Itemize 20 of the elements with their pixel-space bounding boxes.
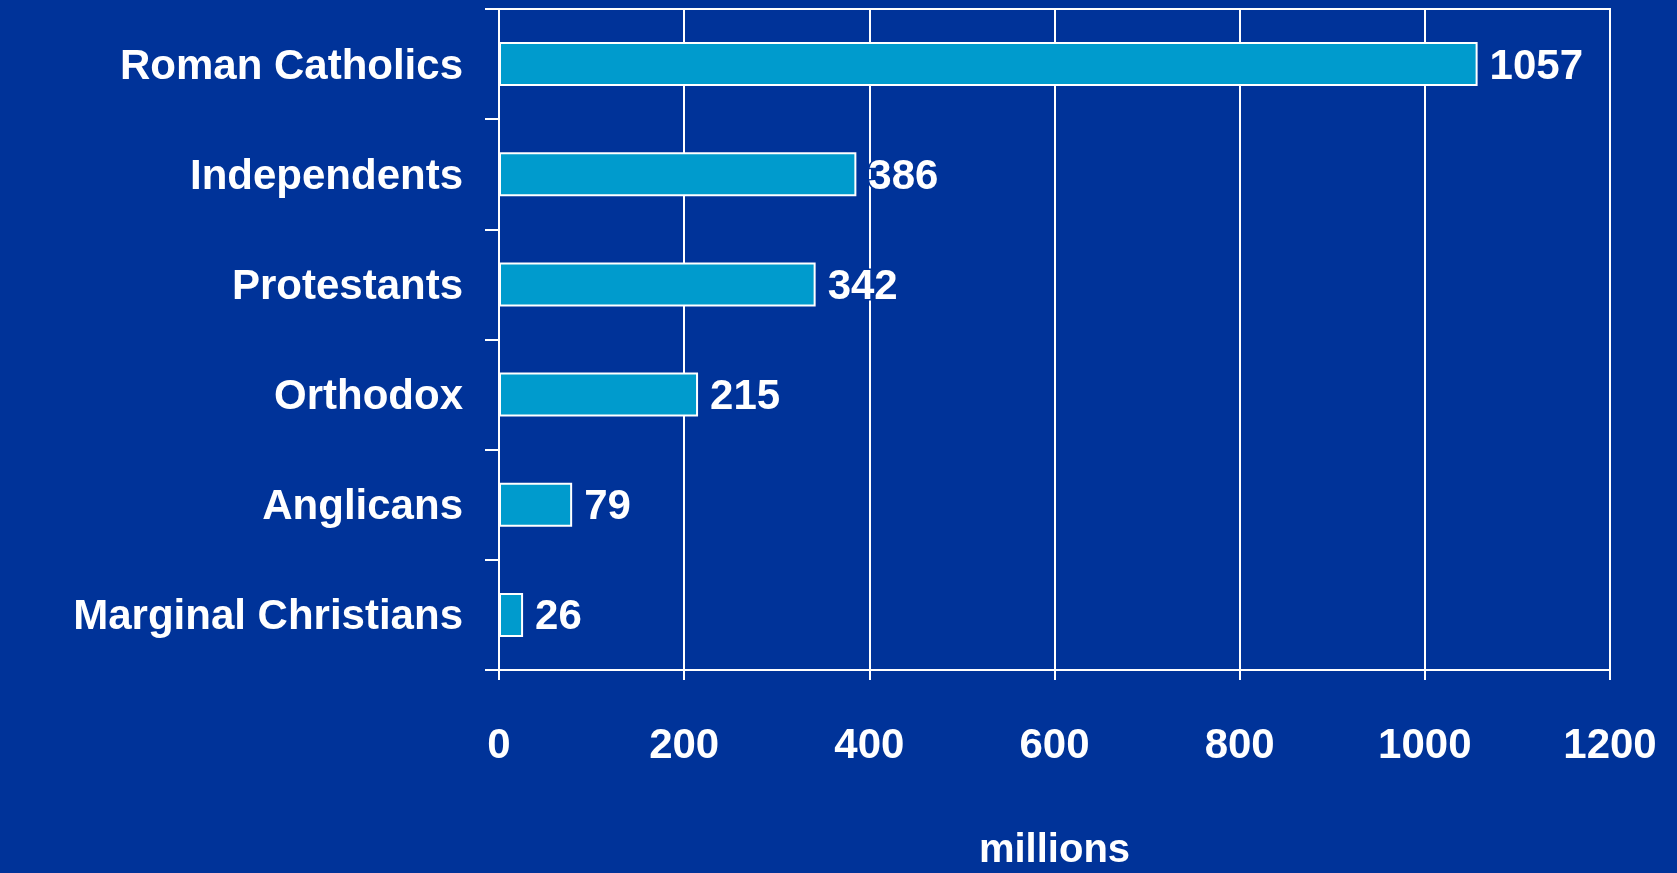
bar bbox=[499, 592, 524, 637]
y-tick-label: Orthodox bbox=[274, 371, 464, 419]
x-tick-label: 600 bbox=[1019, 719, 1090, 767]
data-label: 1057 bbox=[1489, 40, 1584, 88]
y-tick-label: Marginal Christians bbox=[73, 591, 463, 639]
x-tick-label: 400 bbox=[834, 719, 905, 767]
y-tick-label: Roman Catholics bbox=[119, 40, 463, 88]
y-tick-label: Independents bbox=[189, 150, 463, 198]
x-tick-label: 1000 bbox=[1378, 719, 1472, 767]
x-axis-title: millions bbox=[978, 826, 1131, 870]
x-tick-label: 0 bbox=[487, 719, 511, 767]
y-tick-label: Protestants bbox=[231, 260, 463, 308]
data-label: 26 bbox=[535, 591, 582, 639]
bar bbox=[499, 482, 573, 527]
x-tick-label: 800 bbox=[1204, 719, 1275, 767]
data-label: 79 bbox=[584, 481, 631, 529]
x-tick-label: 200 bbox=[649, 719, 720, 767]
data-label: 215 bbox=[710, 371, 781, 419]
y-tick-label: Anglicans bbox=[262, 481, 463, 529]
x-tick-label: 1200 bbox=[1563, 719, 1657, 767]
